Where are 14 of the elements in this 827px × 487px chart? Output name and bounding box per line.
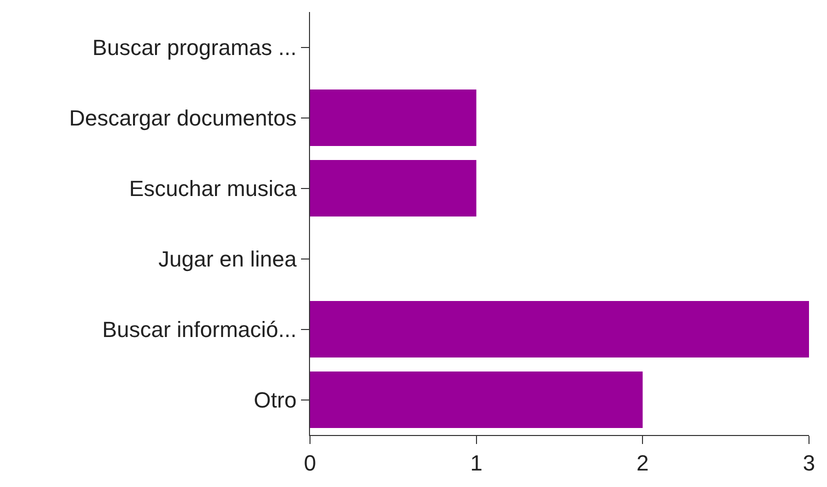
x-tick-label: 1: [470, 450, 482, 476]
x-tick-label: 3: [802, 450, 816, 476]
y-tick-label: Buscar programas ...: [92, 34, 297, 60]
bar: [310, 301, 809, 358]
bar: [310, 160, 476, 216]
bar: [310, 372, 643, 428]
y-tick-label: Descargar documentos: [69, 105, 297, 130]
y-tick-label: Jugar en linea: [158, 246, 298, 272]
bar: [310, 90, 476, 146]
x-tick-label: 2: [636, 450, 649, 476]
y-tick-label: Buscar informació...: [102, 316, 297, 342]
y-tick-label: Escuchar musica: [129, 176, 298, 201]
x-tick-label: 0: [304, 450, 316, 476]
y-tick-label: Otro: [254, 387, 297, 412]
